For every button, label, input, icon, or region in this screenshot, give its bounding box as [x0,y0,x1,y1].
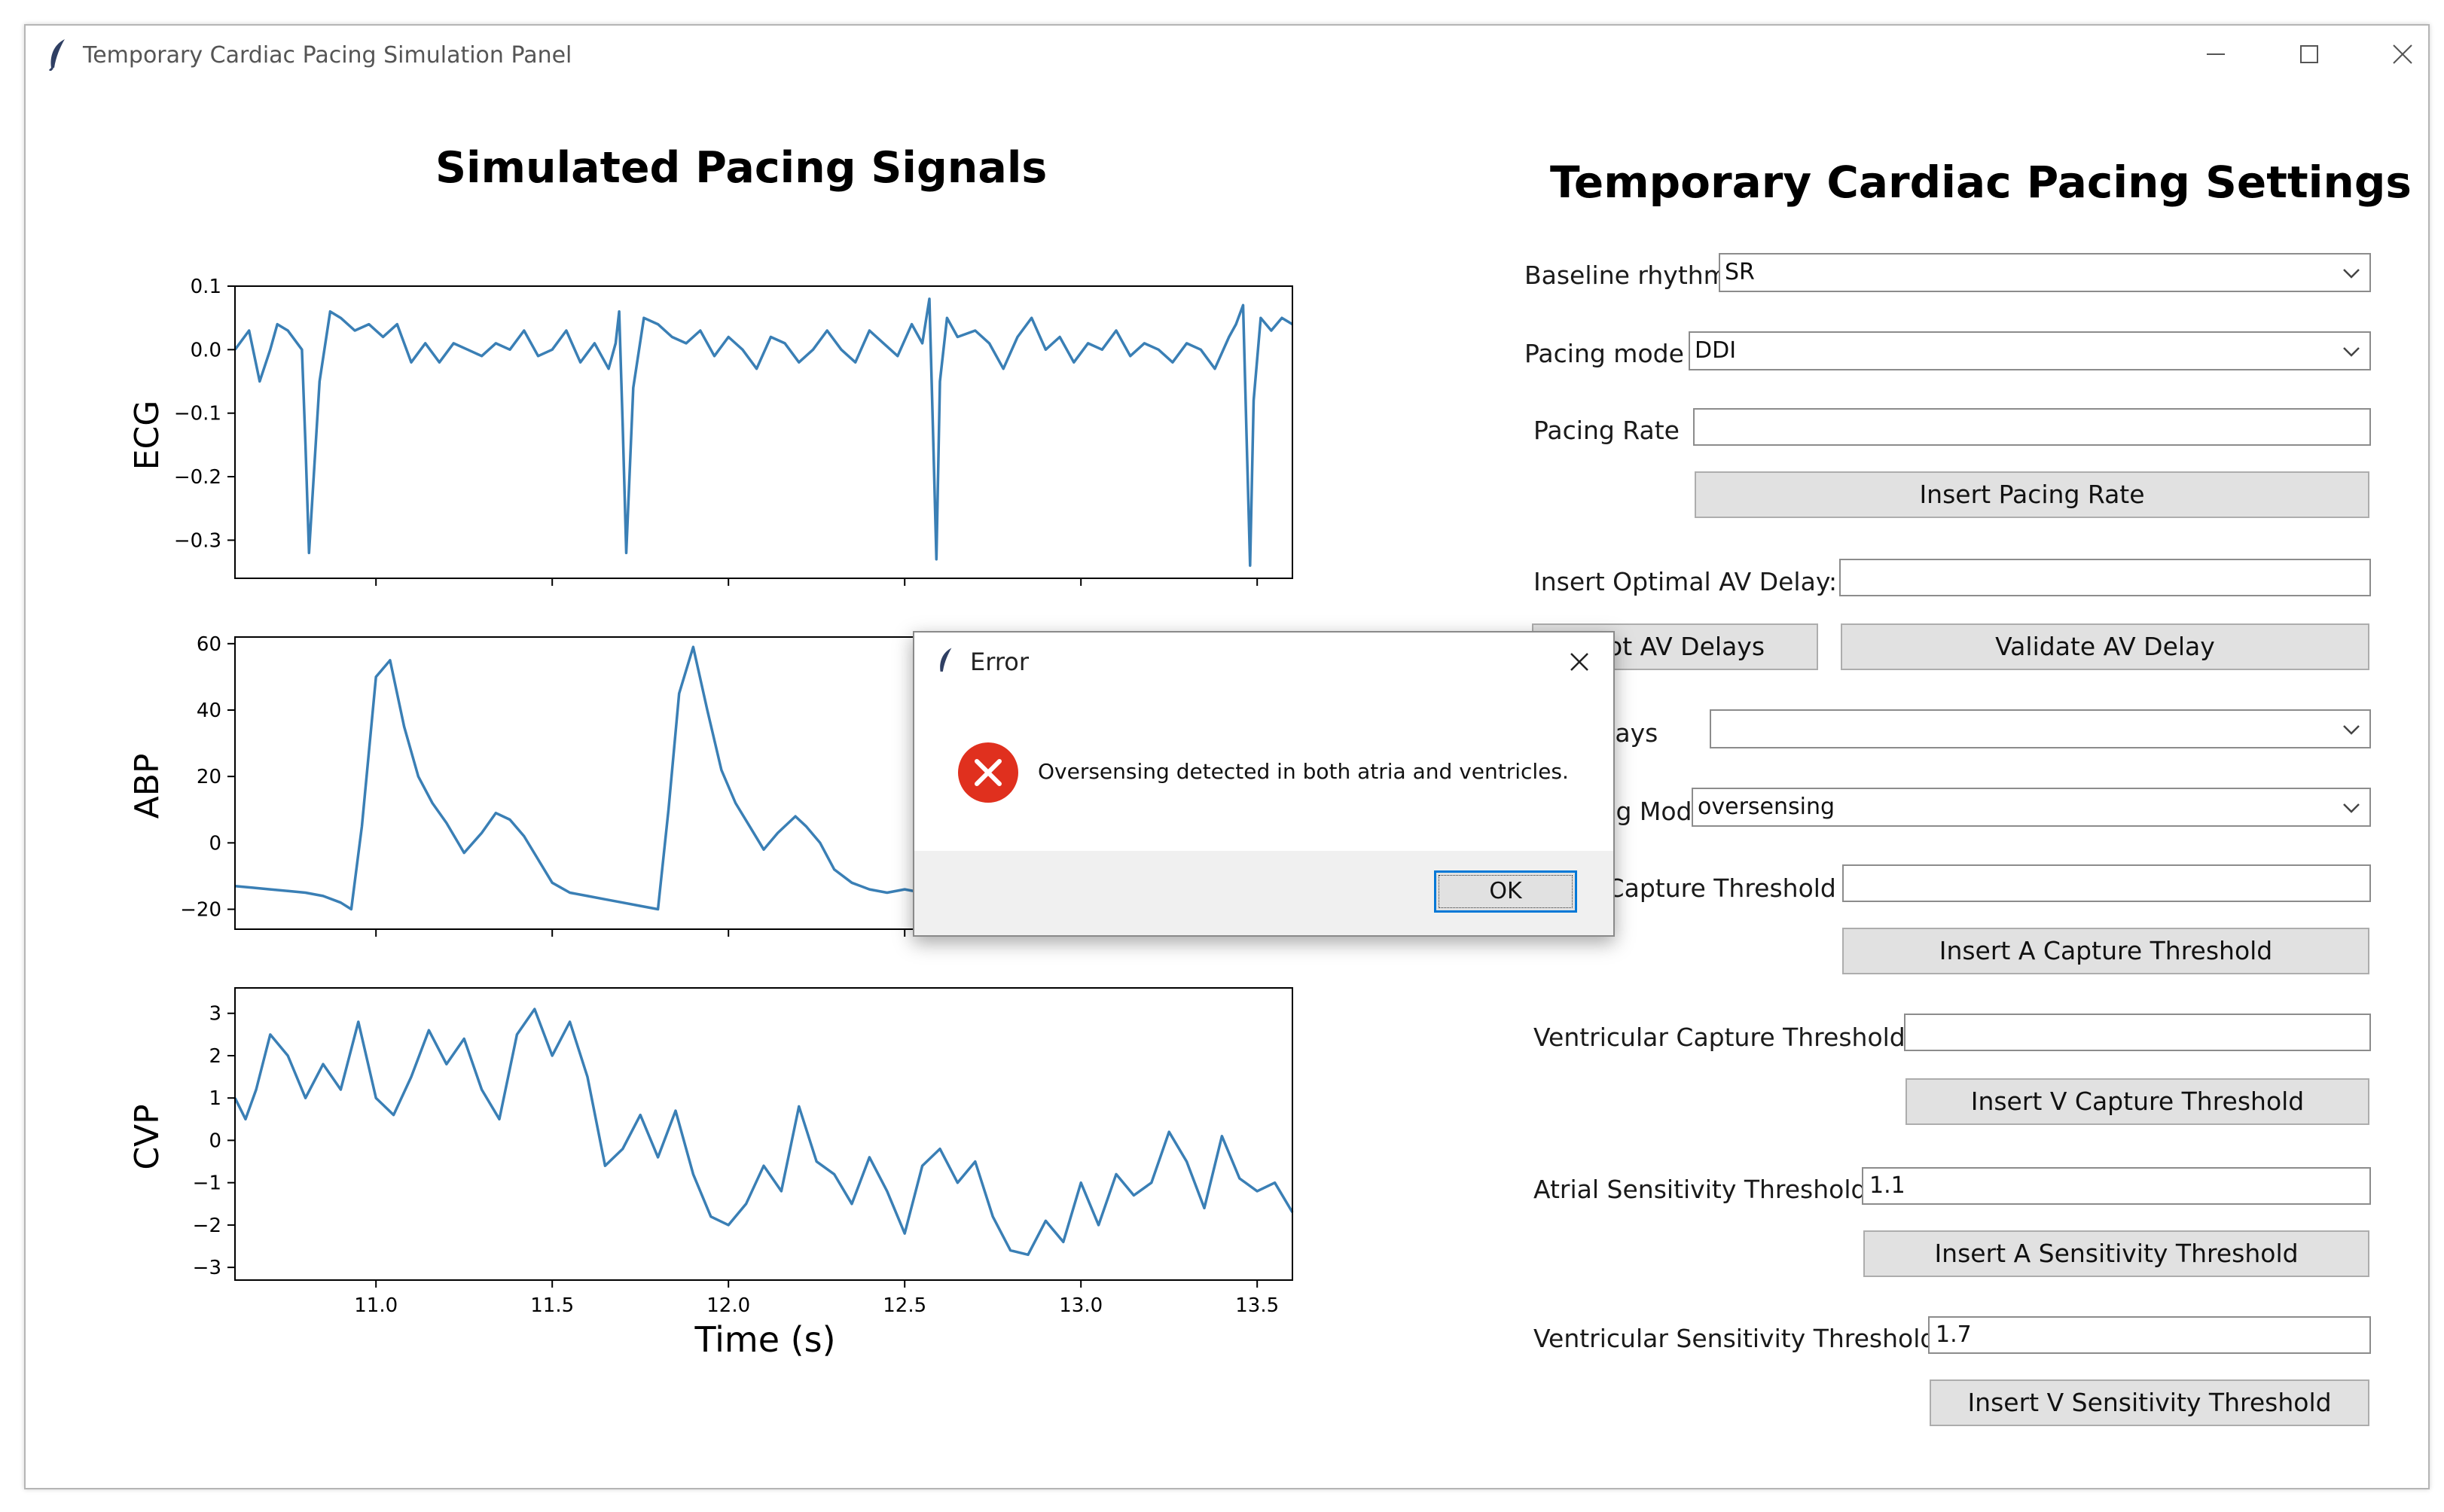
y-tick-label: −0.3 [174,529,221,552]
y-tick-label: −20 [180,899,221,922]
series-line-ecg [233,297,1293,567]
minimize-icon [2207,53,2225,55]
plots-heading: Simulated Pacing Signals [435,143,1048,193]
close-button[interactable] [2356,26,2444,83]
y-axis-label-abp: ABP [128,754,166,819]
y-axis-label-cvp: CVP [128,1104,166,1169]
y-tick-label: −3 [193,1257,221,1279]
dialog-close-button[interactable] [1562,645,1597,679]
y-tick-label: −0.1 [174,403,221,425]
av-delay-label: Insert Optimal AV Delay: [1533,567,1838,596]
y-tick-label: 60 [197,633,221,656]
y-tick-label: −2 [193,1215,221,1237]
y-tick-label: 0 [209,832,221,855]
ventricular-capture-label: Ventricular Capture Threshold [1533,1023,1905,1052]
pacing-rate-label: Pacing Rate [1533,416,1680,445]
chevron-down-icon [2343,347,2360,357]
pacing-mode-value: DDI [1695,337,1737,364]
chevron-down-icon [2343,269,2360,279]
ventricular-sensitivity-input[interactable]: 1.7 [1928,1316,2371,1354]
x-tick-label: 12.5 [883,1294,926,1317]
y-tick-label: 40 [197,700,221,722]
plot-frame [234,285,1293,579]
minimize-button[interactable] [2169,26,2262,83]
insert-v-sensitivity-button[interactable]: Insert V Sensitivity Threshold [1930,1379,2369,1426]
y-tick-label: 2 [209,1045,221,1068]
baseline-rhythm-combobox[interactable]: SR [1719,253,2371,292]
feather-icon [45,38,71,74]
ventricular-sensitivity-label: Ventricular Sensitivity Threshold [1533,1324,1936,1353]
ok-label: OK [1489,878,1522,904]
ventricular-capture-input[interactable] [1904,1014,2371,1051]
y-tick-label: 0.0 [191,339,221,361]
x-tick-label: 13.5 [1235,1294,1279,1317]
x-axis-label: Time (s) [694,1319,835,1360]
series-line-abp [234,645,923,911]
settings-heading: Temporary Cardiac Pacing Settings [1550,157,2412,208]
av-delays-combobox[interactable] [1710,709,2371,748]
window-title: Temporary Cardiac Pacing Simulation Pane… [83,42,572,69]
chevron-down-icon [2343,725,2360,735]
pacing-mode-label: Pacing mode [1524,339,1684,368]
dialog-title: Error [970,648,1029,676]
x-tick-label: 13.0 [1059,1294,1103,1317]
sensing-mode-value: oversensing [1698,794,1835,820]
y-tick-label: 20 [197,766,221,788]
av-delay-input[interactable] [1839,559,2371,596]
error-dialog: Error Oversensing detected in both atria… [913,631,1615,937]
baseline-rhythm-value: SR [1725,259,1755,285]
pacing-rate-input[interactable] [1693,408,2371,446]
y-tick-label: 0 [209,1129,221,1152]
atrial-sensitivity-label: Atrial Sensitivity Threshold [1533,1175,1867,1204]
close-icon [1570,653,1588,671]
y-tick-label: 3 [209,1003,221,1026]
x-tick-label: 12.0 [706,1294,750,1317]
insert-a-sensitivity-button[interactable]: Insert A Sensitivity Threshold [1863,1230,2369,1277]
focus-ring [1439,875,1573,908]
maximize-button[interactable] [2262,26,2356,83]
y-tick-label: 1 [209,1087,221,1110]
feather-icon [935,646,957,678]
atrial-capture-input[interactable] [1842,864,2371,902]
y-axis-label-ecg: ECG [128,401,166,471]
insert-a-capture-button[interactable]: Insert A Capture Threshold [1842,928,2369,974]
insert-pacing-rate-button[interactable]: Insert Pacing Rate [1695,471,2369,518]
maximize-icon [2300,45,2318,63]
plot-frame [234,987,1293,1281]
x-tick-label: 11.5 [530,1294,574,1317]
title-bar: Temporary Cardiac Pacing Simulation Pane… [26,26,2428,83]
close-icon [2393,44,2412,64]
validate-av-delay-button[interactable]: Validate AV Delay [1841,623,2369,670]
baseline-rhythm-label: Baseline rhythm [1524,261,1728,290]
signal-plots: 0.1 0.0 −0.1 −0.2 −0.3 ECG 60 40 20 0 −20 ABP 3 2 1 0 −1… [128,276,1294,1360]
x-tick-label: 11.0 [354,1294,398,1317]
y-tick-label: −0.2 [174,466,221,489]
chevron-down-icon [2343,803,2360,813]
error-icon [957,741,1020,807]
pacing-mode-combobox[interactable]: DDI [1689,331,2371,370]
insert-v-capture-button[interactable]: Insert V Capture Threshold [1905,1078,2369,1125]
sensing-mode-combobox[interactable]: oversensing [1692,788,2371,827]
y-tick-label: 0.1 [191,276,221,298]
ok-button[interactable]: OK [1434,870,1577,913]
atrial-sensitivity-input[interactable]: 1.1 [1862,1167,2371,1205]
series-line-cvp [233,1007,1294,1257]
y-tick-label: −1 [193,1172,221,1195]
error-message: Oversensing detected in both atria and v… [1038,759,1569,784]
